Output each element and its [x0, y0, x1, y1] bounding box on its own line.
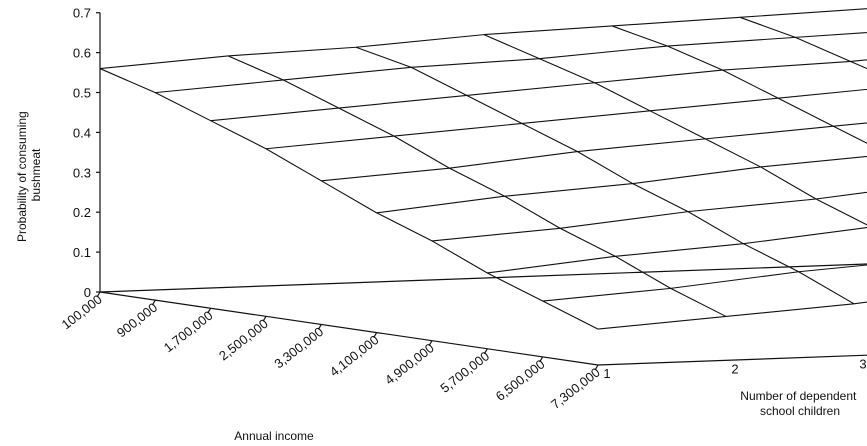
z-axis-title-line-2: bushmeat — [29, 148, 43, 201]
y-axis-title: Number of dependent school children — [740, 389, 859, 418]
axes — [99, 12, 867, 366]
surface-row-line — [210, 59, 867, 122]
income-tick-label: 4,100,000 — [327, 332, 382, 379]
income-tick-mark — [262, 316, 267, 322]
income-tick-mark — [207, 307, 212, 314]
income-axis-line — [99, 291, 599, 366]
tick-labels: 0 0.1 0.2 0.3 0.4 0.5 0.6 0.7 100,000 900,000 1,70… — [59, 6, 867, 412]
z-tick-label: 0.2 — [73, 205, 91, 220]
surface-column-line — [355, 46, 855, 305]
surface-column-line — [611, 25, 867, 144]
floor-back-line — [99, 263, 867, 293]
surface-column-line — [99, 68, 599, 330]
y-axis-title-line-2: school children — [760, 404, 840, 418]
income-tick-mark — [539, 356, 544, 363]
surface-row-line — [597, 301, 867, 330]
z-tick-label: 0.7 — [73, 6, 91, 21]
income-tick-label: 4,900,000 — [382, 340, 437, 387]
z-axis-title: Probability of consuming bushmeat — [15, 108, 43, 242]
z-tick-label: 0.3 — [73, 165, 91, 180]
z-axis-title-line-1: Probability of consuming — [15, 111, 29, 242]
income-tick-label: 5,700,000 — [437, 348, 492, 395]
surface-row-line — [99, 8, 867, 70]
x-axis-title: Annual income — [234, 429, 314, 443]
z-tick-label: 0.5 — [73, 86, 91, 101]
income-tick-mark — [96, 291, 101, 298]
y-axis-title-line-1: Number of dependent — [740, 389, 857, 403]
income-tick-label: 3,300,000 — [271, 324, 326, 371]
z-tick-label: 0.4 — [73, 125, 91, 140]
income-tick-mark — [317, 324, 322, 330]
surface-row-line — [542, 264, 867, 302]
surface-column-line — [483, 34, 867, 226]
income-tick-label: 900,000 — [114, 300, 160, 341]
surface-row-line — [487, 227, 867, 274]
income-tick-label: 100,000 — [59, 292, 105, 333]
children-tick-label: 2 — [731, 361, 738, 376]
surface-row-line — [155, 31, 867, 94]
income-tick-mark — [594, 364, 599, 371]
children-tick-label: 1 — [603, 366, 610, 381]
z-tick-label: 0.6 — [73, 46, 91, 61]
surface-column-line — [227, 55, 727, 317]
income-tick-mark — [483, 348, 488, 355]
z-tick-label: 0.1 — [73, 245, 91, 260]
children-tick-label: 3 — [859, 357, 866, 372]
income-tick-mark — [428, 340, 433, 346]
surface-column-line — [739, 16, 867, 70]
z-tick-label: 0 — [84, 285, 91, 300]
surface-row-line — [376, 155, 867, 214]
children-axis-line — [597, 354, 867, 366]
income-tick-mark — [151, 299, 156, 306]
surface-row-line — [431, 191, 867, 242]
income-tick-label: 6,500,000 — [493, 356, 548, 403]
income-tick-label: 1,700,000 — [161, 308, 216, 355]
income-tick-mark — [373, 332, 378, 338]
income-tick-label: 2,500,000 — [216, 316, 271, 363]
surface-mesh — [99, 8, 867, 330]
surface-row-line — [265, 88, 867, 150]
income-tick-label: 7,300,000 — [548, 365, 603, 412]
